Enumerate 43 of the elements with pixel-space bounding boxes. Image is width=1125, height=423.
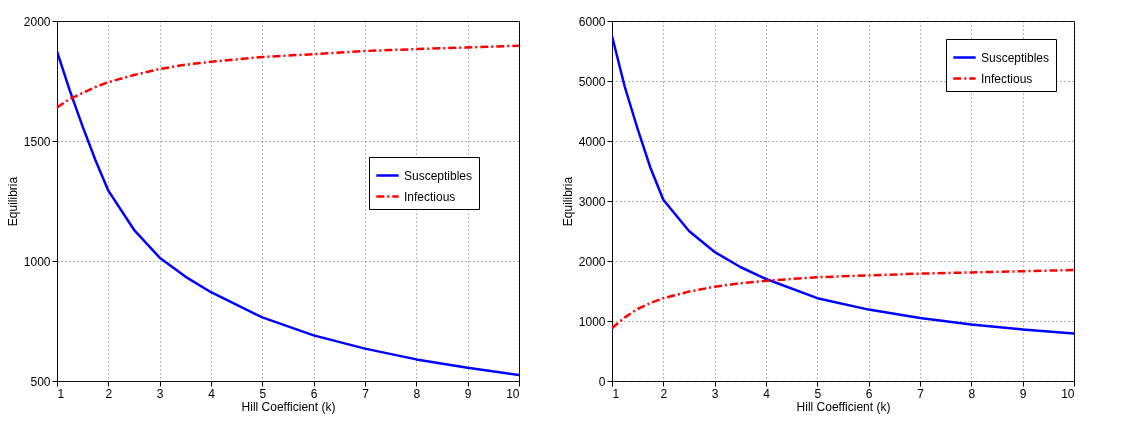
x-tick-label: 6 [310,386,318,401]
y-tick-label: 0 [598,374,606,389]
x-tick-label: 5 [814,386,822,401]
x-tick-label: 9 [464,386,472,401]
y-tick-label: 1000 [578,314,606,329]
legend-label: Susceptibles [981,50,1050,65]
y-tick-label: 1000 [23,254,51,269]
x-axis-title: Hill Coefficient (k) [796,399,891,414]
x-tick-label: 7 [362,386,370,401]
x-tick-label: 10 [1061,386,1075,401]
x-tick-label: 7 [917,386,925,401]
x-tick-label: 5 [259,386,267,401]
y-tick-label: 1500 [23,134,51,149]
x-tick-label: 8 [968,386,976,401]
y-tick-label: 5000 [578,74,606,89]
line-series [612,34,1074,335]
x-tick-label: 3 [711,386,719,401]
y-tick-label: 4000 [578,134,606,149]
line-series [57,44,519,109]
x-tick-label: 2 [660,386,668,401]
y-axis-title: Equilibria [5,176,20,227]
x-tick-label: 4 [208,386,216,401]
x-tick-label: 8 [413,386,421,401]
x-tick-label: 1 [57,386,65,401]
x-tick-label: 2 [105,386,113,401]
x-tick-label: 1 [612,386,620,401]
y-tick-label: 2000 [578,254,606,269]
x-tick-label: 4 [763,386,771,401]
y-tick-label: 3000 [578,194,606,209]
y-axis-title: Equilibria [560,176,575,227]
y-tick-label: 6000 [578,14,606,29]
legend-label: Infectious [981,71,1033,86]
legend-label: Susceptibles [404,168,473,183]
y-tick-label: 2000 [23,14,51,29]
line-series [57,50,519,377]
y-tick-label: 500 [30,374,51,389]
x-tick-label: 9 [1019,386,1027,401]
x-tick-label: 3 [156,386,164,401]
x-axis-title: Hill Coefficient (k) [241,399,336,414]
line-series [612,268,1074,330]
x-tick-label: 10 [506,386,520,401]
legend-label: Infectious [404,189,456,204]
x-tick-label: 6 [865,386,873,401]
